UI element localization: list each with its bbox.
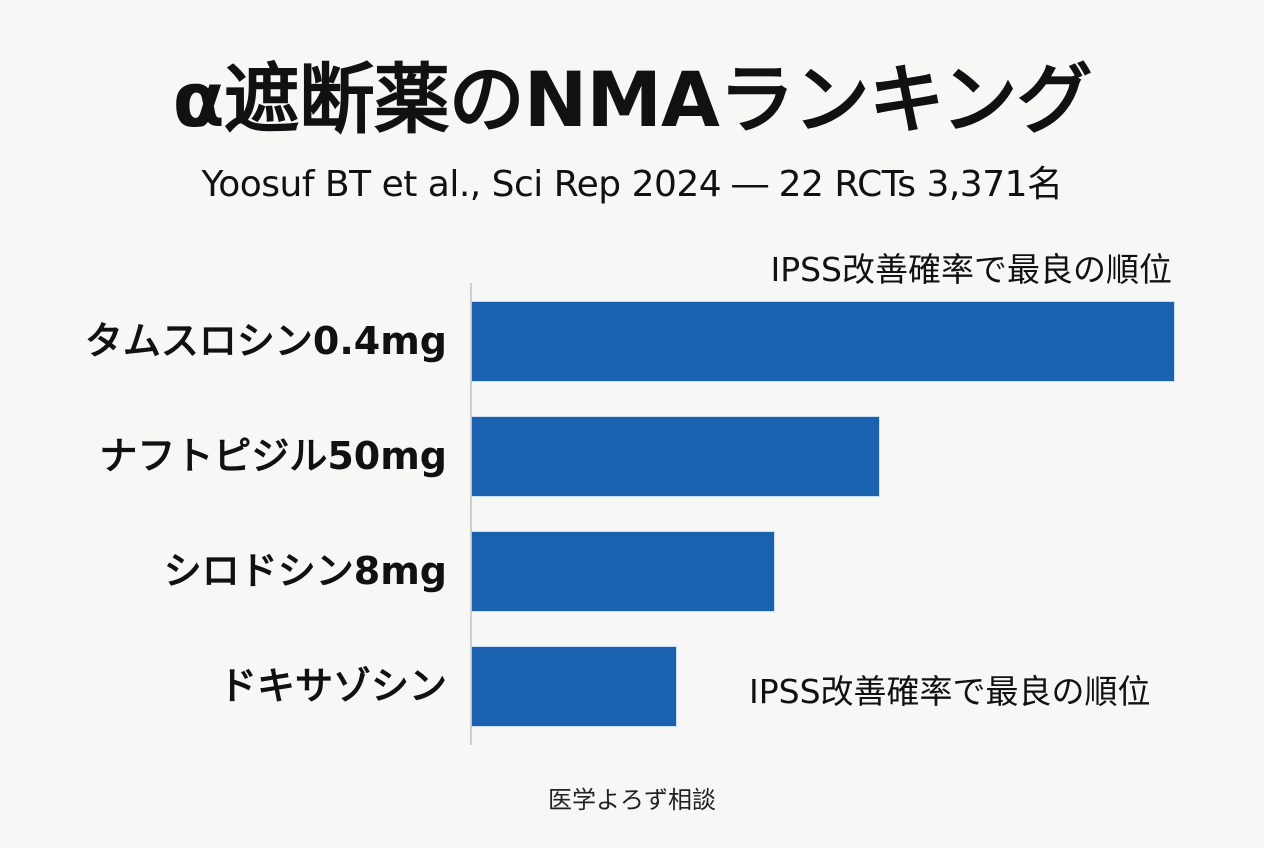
bar xyxy=(472,417,879,496)
bar xyxy=(472,532,774,611)
source-footer: 医学よろず相談 xyxy=(548,786,716,814)
y-axis-line xyxy=(470,283,472,745)
bar-label: ナフトピジル50mg xyxy=(99,434,447,478)
chart-subtitle: Yoosuf BT et al., Sci Rep 2024 ― 22 RCTs… xyxy=(201,164,1063,205)
bar-label: ドキサゾシン xyxy=(218,664,447,708)
bar-label: タムスロシン0.4mg xyxy=(84,319,447,363)
annotation-bottom: IPSS改善確率で最良の順位 xyxy=(749,672,1151,711)
bar xyxy=(472,302,1174,381)
chart-title: α遮断薬のNMAランキング xyxy=(172,55,1093,144)
annotation-top: IPSS改善確率で最良の順位 xyxy=(770,250,1172,289)
bar xyxy=(472,647,676,726)
bar-label: シロドシン8mg xyxy=(163,549,447,593)
